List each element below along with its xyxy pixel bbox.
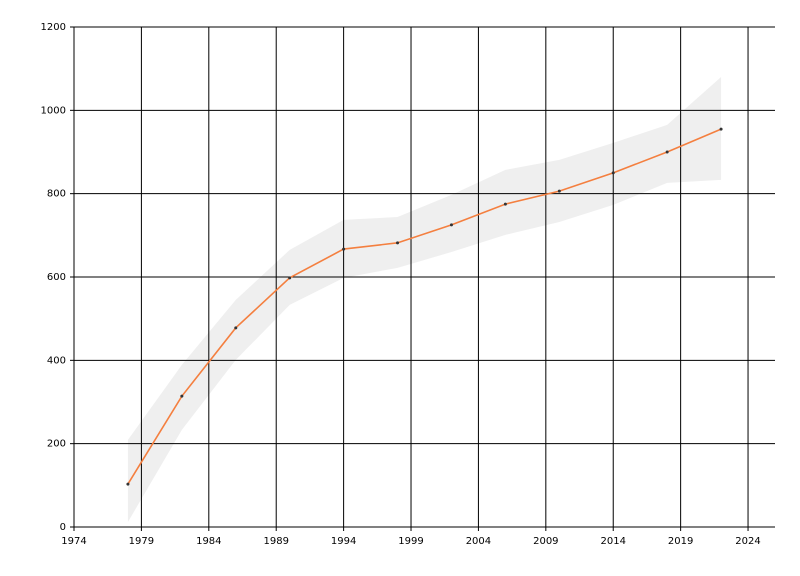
point xyxy=(288,276,292,280)
point xyxy=(503,202,507,206)
x-tick-label: 1979 xyxy=(129,536,154,547)
point xyxy=(126,482,130,486)
y-tick-label: 1000 xyxy=(41,105,66,116)
point xyxy=(719,127,723,131)
y-tick-label: 1200 xyxy=(41,22,66,33)
point xyxy=(396,241,400,245)
point xyxy=(234,326,238,330)
x-tick-label: 2019 xyxy=(668,536,693,547)
point xyxy=(665,150,669,154)
point xyxy=(449,223,453,227)
y-tick-label: 400 xyxy=(47,355,66,366)
y-tick-label: 800 xyxy=(47,189,66,200)
x-tick-label: 1989 xyxy=(263,536,288,547)
y-tick-label: 0 xyxy=(60,522,66,533)
y-tick-label: 600 xyxy=(47,272,66,283)
x-tick-label: 2024 xyxy=(735,536,760,547)
point xyxy=(342,247,346,251)
x-tick-label: 1999 xyxy=(398,536,423,547)
line xyxy=(127,128,722,485)
x-tick-label: 1994 xyxy=(331,536,356,547)
point xyxy=(557,189,561,193)
x-tick-label: 2014 xyxy=(601,536,626,547)
point xyxy=(180,394,184,398)
x-tick-label: 2004 xyxy=(466,536,491,547)
point xyxy=(611,171,615,175)
x-tick-label: 2009 xyxy=(533,536,558,547)
y-tick-label: 200 xyxy=(47,439,66,450)
confidence-band xyxy=(127,77,722,522)
x-tick-label: 1974 xyxy=(61,536,86,547)
x-tick-label: 1984 xyxy=(196,536,221,547)
